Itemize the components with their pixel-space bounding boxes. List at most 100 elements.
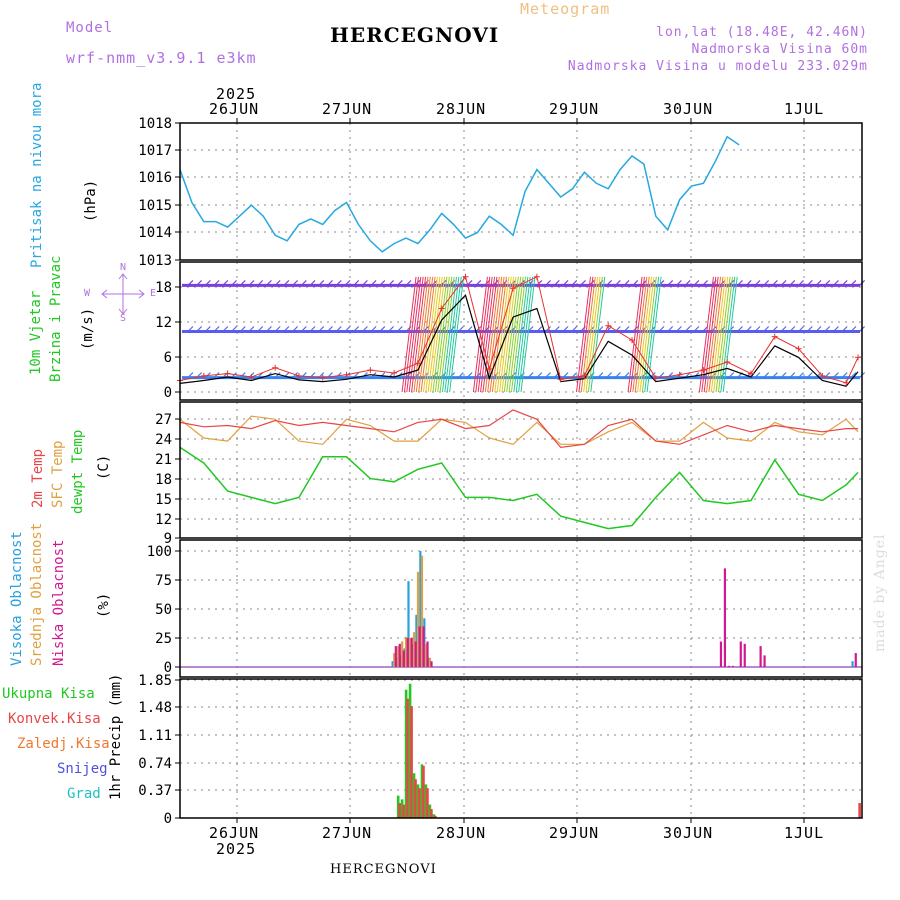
cloud-bar [763, 655, 766, 667]
wind-barb [763, 372, 770, 379]
lonlat-label: lon,lat (18.48E, 42.46N) [656, 25, 868, 40]
wind-gust-point [272, 364, 279, 371]
wind-barb-gust [439, 276, 455, 393]
wind-barb [614, 372, 621, 379]
wind-barb [676, 326, 682, 332]
y-tick-label: 75 [155, 573, 172, 589]
wind-barb [702, 326, 709, 332]
precip-bar [400, 799, 404, 818]
wind-barb [806, 372, 813, 379]
y-tick-label: 0.74 [138, 756, 172, 772]
cloud-bar [402, 650, 405, 667]
wind-barb [388, 326, 394, 332]
wind-barb [798, 279, 804, 286]
pressure-line [179, 135, 740, 253]
wind-barb [693, 372, 700, 379]
compass-s: S [120, 313, 127, 324]
cloud-bar [394, 646, 397, 667]
y-tick-label: 9 [164, 531, 172, 547]
y-tick-label: 0.37 [138, 783, 172, 799]
wind-barb [815, 326, 822, 332]
wind-barb [536, 326, 543, 332]
wind-barb [231, 372, 237, 379]
precip-legend-hail: Grad [67, 786, 101, 802]
wind-barb [405, 279, 412, 286]
wind-barb [815, 279, 822, 286]
compass-e: E [150, 288, 157, 299]
wind-barb [527, 372, 534, 379]
wind-barb [370, 326, 377, 332]
wind-barb-gust [425, 276, 441, 393]
wind-barb-gust [449, 276, 465, 393]
wind-gust-point [462, 273, 469, 280]
wind-barb [571, 326, 578, 332]
wind-barb [597, 326, 604, 332]
wind-barb [327, 279, 333, 286]
wind-barb [771, 326, 778, 332]
precip-bar [424, 784, 428, 818]
wind-barb-gust [520, 276, 536, 393]
precip-bar [418, 788, 421, 818]
wind-barb-gust [489, 276, 505, 393]
y-tick-label: 15 [155, 492, 172, 508]
wind-barb [196, 279, 203, 286]
cloud-bar [412, 632, 416, 667]
wind-gust-point [819, 372, 826, 379]
model-label: Model [66, 20, 114, 36]
wind-barb-gust [508, 276, 524, 393]
wind-barb-gust [587, 276, 603, 393]
y-tick-label: 27 [155, 412, 172, 428]
wind-gust-point [319, 374, 326, 381]
wind-barb-gust [487, 276, 503, 393]
wind-barb [187, 279, 194, 286]
wind-barb [536, 372, 543, 379]
wind-barb [309, 279, 316, 286]
y-tick-label: 1018 [138, 116, 172, 132]
wind-barb-gust [629, 276, 645, 393]
wind-barb [667, 279, 674, 286]
y-tick-label: 1013 [138, 253, 172, 269]
precip-bar [426, 788, 429, 818]
top-day-1: 26JUN [209, 100, 260, 118]
wind-barb [553, 326, 560, 332]
cloud-bar [414, 641, 417, 667]
wind-barb [466, 326, 473, 332]
wind-gust-point [605, 322, 612, 329]
wind-gust-point [747, 370, 754, 377]
wind-barb-gust [698, 276, 714, 393]
precip-bar [434, 815, 437, 818]
wind-barb [693, 279, 700, 286]
wind-barb-gust [494, 276, 510, 393]
wind-barb [667, 326, 674, 332]
wind-barb [353, 279, 360, 286]
wind-barb [580, 279, 586, 286]
wind-gust-point [676, 371, 683, 378]
y-tick-label: 6 [164, 350, 172, 366]
wind-barb [204, 326, 211, 332]
wind-barb-gust [627, 276, 643, 393]
wind-barb [335, 326, 342, 332]
wind-barb [658, 326, 665, 332]
wind-barb-gust [518, 276, 534, 393]
y-tick-label: 25 [155, 631, 172, 647]
wind-barb [798, 372, 804, 379]
y-tick-label: 0 [164, 811, 172, 827]
wind-barb [745, 326, 752, 332]
wind-barb [344, 279, 351, 286]
precip-bar [406, 698, 409, 818]
wind-barb [754, 279, 761, 286]
wind-barb [806, 326, 813, 332]
wind-barb-gust [441, 276, 457, 393]
wind-barb-gust [477, 276, 493, 393]
bottom-day-5: 30JUN [663, 824, 714, 842]
wind-barb [475, 326, 482, 332]
bottom-day-1: 26JUN [209, 824, 260, 842]
wind-barb [833, 279, 839, 286]
wind-barb-gust [415, 276, 431, 393]
top-day-2: 27JUN [322, 100, 373, 118]
cloud-bar [420, 555, 424, 667]
wind-gust-point [343, 371, 350, 378]
precip-bar [430, 809, 433, 818]
panel-frame [179, 539, 863, 678]
precip-bar [410, 706, 413, 818]
